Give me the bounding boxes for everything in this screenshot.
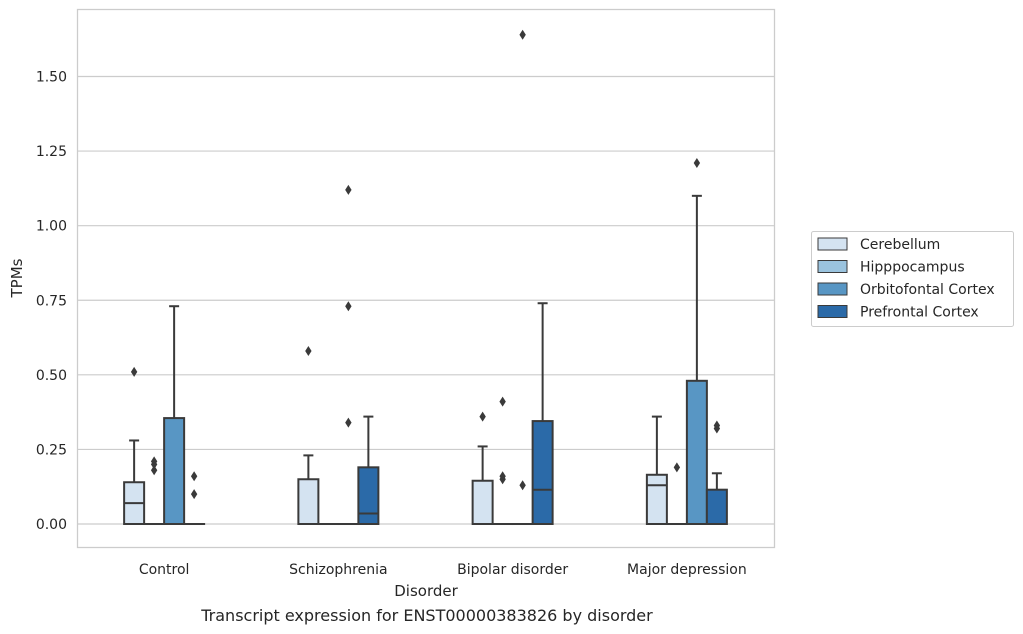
outlier-point xyxy=(150,465,158,476)
outlier-point xyxy=(519,480,526,491)
outlier-point xyxy=(693,158,701,169)
outlier-point xyxy=(673,462,681,473)
outlier-point xyxy=(345,184,352,195)
outlier-point xyxy=(499,474,506,485)
y-tick-label: 0.25 xyxy=(36,442,67,458)
box-group xyxy=(685,158,708,525)
outlier-point xyxy=(190,471,198,482)
legend-swatch xyxy=(817,237,848,251)
legend-swatch xyxy=(817,260,848,273)
outlier-point xyxy=(479,411,486,422)
outlier-point xyxy=(345,301,352,312)
y-tick-labels: 0.00 0.25 0.50 0.75 1.00 1.25 1.50 xyxy=(36,70,67,534)
box-group xyxy=(665,462,688,526)
box-group xyxy=(123,366,146,526)
box-group xyxy=(471,411,494,526)
box-group xyxy=(491,396,514,526)
legend-label: Hipppocampus xyxy=(860,260,965,276)
box-group xyxy=(183,471,206,526)
box-group xyxy=(531,302,554,526)
boxes xyxy=(123,29,728,526)
box xyxy=(705,488,728,526)
y-tick-label: 1.25 xyxy=(36,144,67,160)
x-tick-label: Bipolar disorder xyxy=(457,562,568,578)
outlier-point xyxy=(150,459,158,470)
box xyxy=(163,417,186,526)
box xyxy=(685,379,708,525)
x-tick-label: Major depression xyxy=(627,562,747,578)
outlier-point xyxy=(713,423,721,434)
box-group xyxy=(357,415,380,526)
figure-caption: Transcript expression for ENST0000038382… xyxy=(201,606,653,625)
y-axis-label: TPMs xyxy=(8,258,26,298)
box-group xyxy=(143,456,166,526)
y-tick-label: 0.00 xyxy=(36,517,67,533)
x-axis-label: Disorder xyxy=(394,582,458,600)
y-tick-label: 1.50 xyxy=(36,70,67,86)
box-group xyxy=(645,415,668,525)
box xyxy=(645,473,668,525)
gridlines xyxy=(77,75,774,525)
box xyxy=(531,420,554,526)
outlier-point xyxy=(345,417,352,428)
legend-label: Cerebellum xyxy=(860,237,940,253)
outlier-point xyxy=(130,366,138,377)
x-tick-label: Schizophrenia xyxy=(289,562,387,578)
legend-swatch xyxy=(817,282,848,296)
box xyxy=(471,479,494,526)
box-group xyxy=(163,305,186,526)
outlier-point xyxy=(499,396,506,407)
box-group xyxy=(705,420,728,526)
legend-swatch xyxy=(817,305,848,318)
box xyxy=(357,466,380,526)
box xyxy=(297,478,320,525)
y-tick-label: 0.75 xyxy=(36,293,67,309)
x-tick-label: Control xyxy=(139,562,190,578)
box-group xyxy=(511,29,534,526)
x-tick-labels: Control Schizophrenia Bipolar disorder Majo… xyxy=(139,562,747,578)
legend-label: Prefrontal Cortex xyxy=(860,305,979,321)
legend: Cerebellum Hipppocampus Orbitofontal Corte… xyxy=(811,231,1014,327)
y-tick-label: 1.00 xyxy=(36,219,67,235)
box-group xyxy=(297,345,320,525)
outlier-point xyxy=(519,29,526,40)
box-group xyxy=(337,184,360,526)
outlier-point xyxy=(190,489,198,500)
legend-frame xyxy=(811,231,1014,327)
legend-label: Orbitofontal Cortex xyxy=(860,282,995,298)
y-tick-label: 0.50 xyxy=(36,368,67,384)
plot-frame xyxy=(76,8,776,549)
outlier-point xyxy=(305,345,312,356)
